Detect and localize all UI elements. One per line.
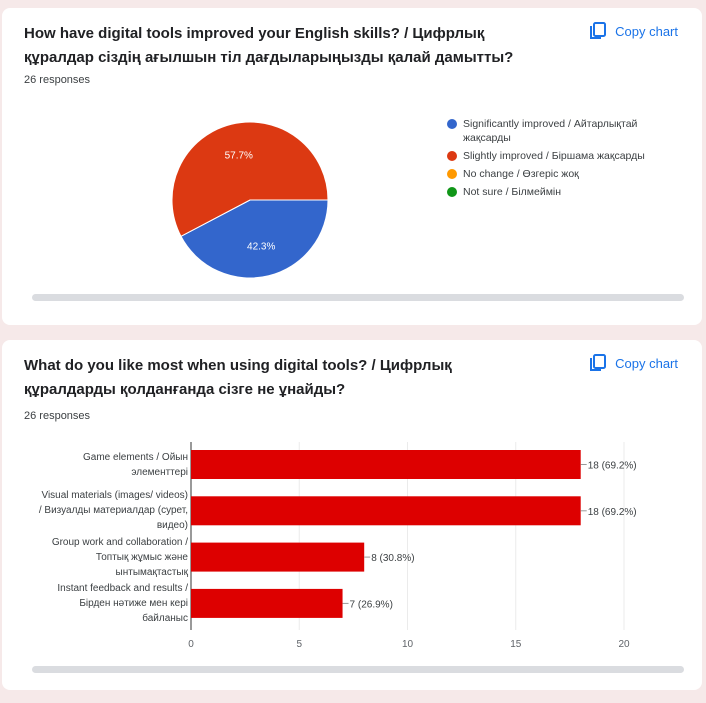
bar-value-label: 8 (30.8%) [371, 553, 414, 564]
response-count: 26 responses [24, 410, 91, 422]
question-title: What do you like most when using digital… [24, 357, 452, 398]
category-label: Visual materials (images/ videos) / Визу… [38, 490, 188, 532]
bar [191, 588, 343, 618]
legend-label: No change / Өзгеріс жоқ [463, 168, 579, 180]
legend-item[interactable]: Not sure / Білмеймін [447, 185, 687, 199]
slice-label: 42.3% [247, 241, 275, 252]
x-tick-label: 0 [188, 639, 194, 650]
question-title: How have digital tools improved your Eng… [24, 25, 514, 66]
legend-item[interactable]: Significantly improved / Айтарлықтай жақ… [447, 117, 687, 145]
bar [191, 542, 365, 572]
legend-item[interactable]: Slightly improved / Біршама жақсарды [447, 149, 687, 163]
legend-dot [447, 187, 457, 197]
legend: Significantly improved / Айтарлықтай жақ… [447, 117, 687, 203]
copy-chart-button[interactable]: Copy chart [589, 354, 678, 372]
legend-dot [447, 151, 457, 161]
slice-label: 57.7% [225, 151, 253, 162]
x-tick-label: 15 [510, 639, 522, 650]
x-tick-label: 10 [402, 639, 414, 650]
copy-icon [590, 354, 607, 371]
legend-dot [447, 169, 457, 179]
category-label: Instant feedback and results / Бірден нә… [57, 582, 188, 624]
bar-value-label: 7 (26.9%) [350, 599, 393, 610]
bar-chart: 0 5 10 15 20 18 (69.2%) 18 (69.2%) 8 (30.8%) 7 (… [188, 442, 637, 650]
pie-chart: 42.3% 57.7% [171, 121, 329, 279]
horizontal-scrollbar[interactable] [32, 294, 684, 301]
copy-icon [590, 22, 607, 39]
copy-chart-button[interactable]: Copy chart [589, 22, 678, 40]
legend-dot [447, 119, 457, 129]
bar [191, 496, 581, 526]
response-count: 26 responses [24, 74, 91, 86]
pie-slice [171, 121, 329, 237]
bar-value-label: 18 (69.2%) [588, 507, 637, 518]
x-tick-label: 20 [618, 639, 630, 650]
pie-chart-card: How have digital tools improved your Eng… [2, 8, 702, 325]
legend-label: Not sure / Білмеймін [463, 186, 562, 198]
category-label: Group work and collaboration / Топтық жұ… [51, 536, 188, 578]
legend-label: Significantly improved / Айтарлықтай жақ… [463, 118, 638, 144]
category-label: Game elements / Ойын элементтері [83, 451, 188, 478]
pie-slice [180, 199, 329, 279]
legend-item[interactable]: No change / Өзгеріс жоқ [447, 167, 687, 181]
legend-label: Slightly improved / Біршама жақсарды [463, 150, 645, 162]
bar-chart-card: What do you like most when using digital… [2, 340, 702, 690]
x-tick-label: 5 [296, 639, 302, 650]
horizontal-scrollbar[interactable] [32, 666, 684, 673]
bar [191, 450, 581, 479]
bar-value-label: 18 (69.2%) [588, 461, 637, 472]
